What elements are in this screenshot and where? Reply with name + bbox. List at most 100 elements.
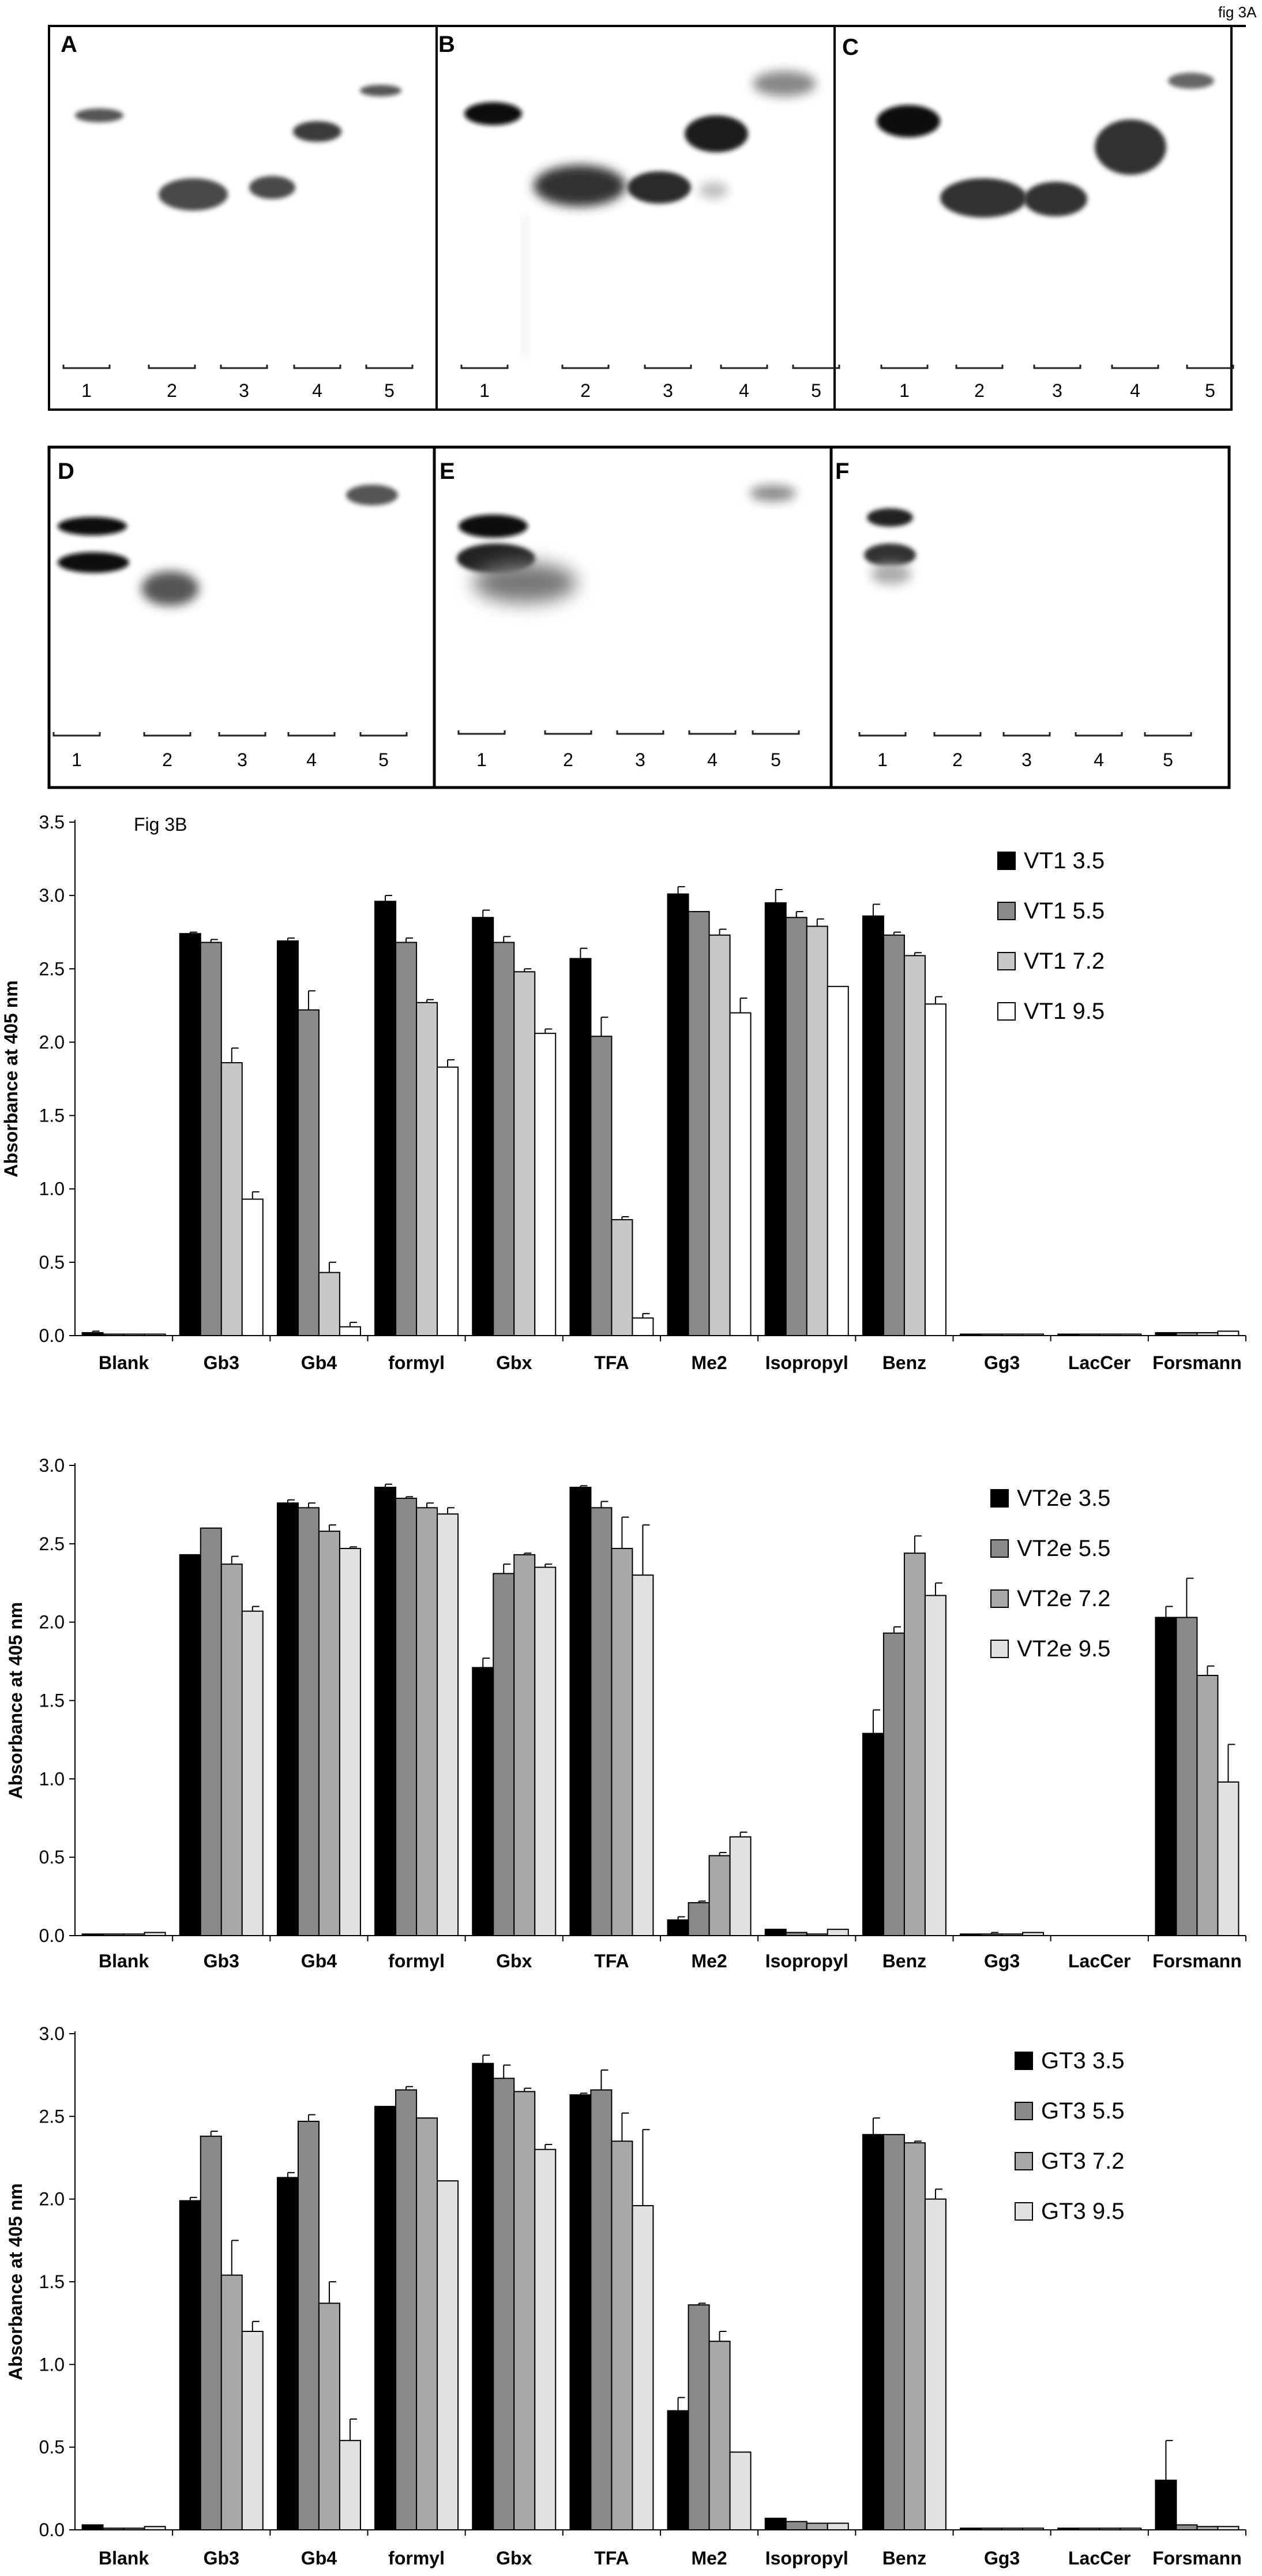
legend-label: GT3 3.5 bbox=[1041, 2048, 1125, 2073]
legend-label: VT2e 5.5 bbox=[1017, 1536, 1110, 1561]
bar bbox=[708, 934, 731, 1337]
bar bbox=[179, 933, 201, 1336]
blot-panel-a bbox=[48, 25, 438, 411]
panel-c-bands bbox=[877, 73, 1214, 218]
lane-number: 4 bbox=[1094, 749, 1104, 770]
legend-swatch bbox=[1015, 2202, 1033, 2221]
bar bbox=[1001, 2528, 1024, 2531]
legend-label: VT1 7.2 bbox=[1024, 948, 1105, 974]
bar bbox=[729, 1012, 752, 1337]
bar bbox=[981, 1933, 1003, 1936]
bar bbox=[144, 1932, 166, 1936]
bar bbox=[764, 902, 787, 1337]
legend-label: GT3 7.2 bbox=[1041, 2148, 1125, 2174]
x-tick-label: LacCer bbox=[1068, 1352, 1131, 1373]
bar bbox=[924, 2198, 946, 2530]
lane-number: 2 bbox=[580, 380, 591, 401]
lane-number: 1 bbox=[72, 749, 82, 770]
bar bbox=[806, 925, 828, 1337]
lane-number: 4 bbox=[312, 380, 322, 401]
legend-swatch bbox=[997, 852, 1016, 870]
bar bbox=[611, 1219, 633, 1336]
x-tick-label: Gg3 bbox=[984, 2548, 1020, 2568]
lane-number: 4 bbox=[739, 380, 749, 401]
bar bbox=[1175, 1617, 1198, 1936]
lane-number: 1 bbox=[81, 380, 92, 401]
x-tick-label: Gbx bbox=[496, 1951, 532, 1971]
panel-letter-c: C bbox=[842, 35, 859, 60]
bar bbox=[590, 2089, 613, 2530]
lane-number: 5 bbox=[811, 380, 821, 401]
lane-number: 3 bbox=[1021, 749, 1032, 770]
bar bbox=[220, 2274, 243, 2530]
bar bbox=[785, 917, 807, 1337]
lane-number: 5 bbox=[384, 380, 395, 401]
bar bbox=[416, 1002, 438, 1336]
bar bbox=[611, 1547, 633, 1936]
y-axis-label: Absorbance at 405 nm bbox=[5, 2183, 26, 2380]
lane-origin-mark bbox=[1075, 732, 1123, 737]
bar bbox=[924, 1003, 946, 1337]
bar bbox=[806, 2522, 828, 2530]
bar bbox=[882, 1632, 905, 1936]
bar bbox=[200, 942, 222, 1336]
bar bbox=[220, 1062, 243, 1336]
bar bbox=[534, 1033, 557, 1336]
panel-letter-f: F bbox=[835, 459, 849, 484]
x-tick-label: Benz bbox=[882, 1951, 926, 1971]
legend-swatch bbox=[1015, 2152, 1033, 2170]
panel-letter-a: A bbox=[61, 32, 77, 57]
x-tick-label: LacCer bbox=[1068, 2548, 1131, 2568]
lane-origin-mark bbox=[792, 365, 840, 369]
x-tick-label: formyl bbox=[388, 2548, 445, 2568]
bar bbox=[903, 955, 926, 1336]
panel-f-bands bbox=[864, 508, 916, 584]
bar bbox=[472, 2063, 494, 2531]
bar bbox=[960, 1933, 982, 1936]
bar bbox=[179, 1554, 201, 1937]
bar bbox=[1022, 1932, 1045, 1936]
legend-swatch bbox=[997, 952, 1016, 970]
blot-panel-f bbox=[829, 445, 1231, 789]
bar bbox=[81, 2524, 104, 2531]
bar bbox=[81, 1933, 104, 1936]
lane-origin-mark bbox=[148, 365, 196, 369]
legend-swatch bbox=[990, 1489, 1009, 1508]
bar bbox=[1078, 1333, 1101, 1337]
x-tick-label: Me2 bbox=[691, 1951, 727, 1971]
bar bbox=[1175, 2524, 1198, 2531]
legend-label: VT2e 7.2 bbox=[1017, 1586, 1110, 1611]
lane-number: 5 bbox=[771, 749, 781, 770]
bar bbox=[493, 2078, 515, 2530]
bar bbox=[590, 1507, 613, 1937]
legend-label: VT1 9.5 bbox=[1024, 999, 1105, 1024]
lane-origin-mark bbox=[52, 732, 101, 737]
bar bbox=[688, 911, 710, 1337]
bar bbox=[297, 1009, 320, 1336]
bar bbox=[667, 2410, 689, 2530]
legend-swatch bbox=[990, 1539, 1009, 1558]
bar bbox=[590, 1036, 613, 1336]
bar bbox=[276, 1502, 299, 1936]
y-tick-label: 3.0 bbox=[39, 2023, 65, 2044]
bar bbox=[339, 1547, 361, 1936]
y-tick-label: 1.5 bbox=[39, 1690, 65, 1711]
lane-number: 4 bbox=[1130, 380, 1140, 401]
lane-number: 3 bbox=[635, 749, 645, 770]
lane-origin-mark bbox=[365, 365, 414, 369]
bar bbox=[472, 917, 494, 1337]
bar bbox=[569, 958, 592, 1336]
lane-origin-mark bbox=[880, 365, 929, 369]
bar bbox=[318, 1272, 340, 1337]
legend-swatch bbox=[997, 902, 1016, 920]
lane-origin-mark bbox=[1002, 732, 1051, 737]
y-tick-label: 0.0 bbox=[39, 1925, 65, 1946]
bar bbox=[374, 1487, 397, 1937]
lane-origin-mark bbox=[218, 732, 266, 737]
bar bbox=[924, 1595, 946, 1936]
x-tick-label: Forsmann bbox=[1152, 1352, 1242, 1373]
bar bbox=[569, 1487, 592, 1937]
bar bbox=[472, 1667, 494, 1936]
bar bbox=[806, 1933, 828, 1936]
bar bbox=[416, 1507, 438, 1937]
